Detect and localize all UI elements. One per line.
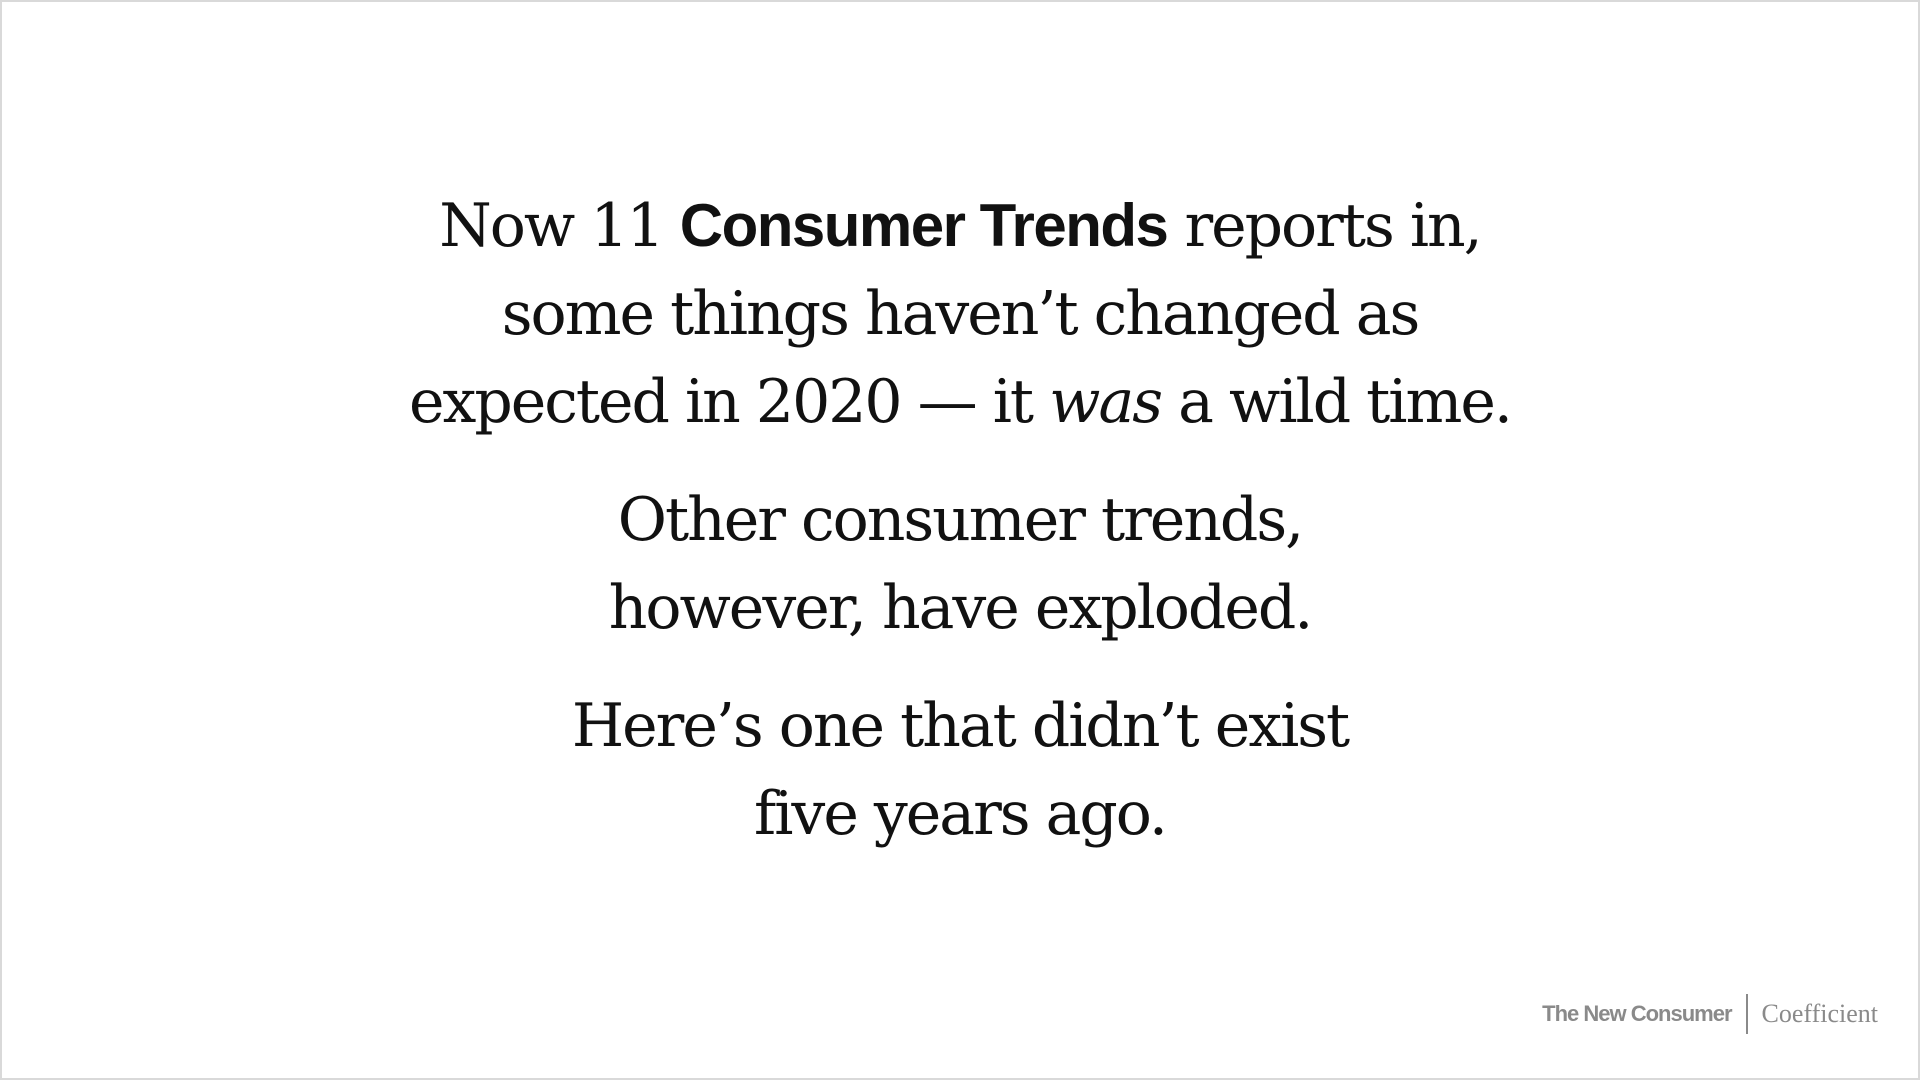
- text-segment: a wild time.: [1161, 367, 1513, 437]
- paragraph-exploded: Other consumer trends, however, have exp…: [2, 476, 1918, 652]
- logo-the-new-consumer: The New Consumer: [1542, 1001, 1732, 1026]
- text-segment: reports in,: [1167, 191, 1482, 261]
- text-line: Now 11 Consumer Trends reports in,: [2, 182, 1918, 270]
- highlight-consumer-trends: Consumer Trends: [679, 192, 1169, 259]
- paragraph-new-trend: Here’s one that didn’t exist five years …: [2, 682, 1918, 858]
- logo-divider: [1745, 994, 1748, 1034]
- text-line: some things haven’t changed as: [501, 279, 1421, 349]
- text-segment: Now 11: [439, 191, 680, 261]
- text-line: expected in 2020 — it was a wild time.: [2, 358, 1918, 446]
- text-line: Here’s one that didn’t exist: [571, 691, 1350, 761]
- text-line: five years ago.: [754, 779, 1168, 849]
- emphasis-was: was: [1049, 367, 1163, 437]
- slide-body: Now 11 Consumer Trends reports in, some …: [2, 182, 1918, 888]
- text-line: Other consumer trends,: [617, 485, 1304, 555]
- text-segment: expected in 2020 — it: [409, 367, 1050, 437]
- paragraph-intro: Now 11 Consumer Trends reports in, some …: [2, 182, 1918, 446]
- logo-coefficient: Coefficient: [1761, 999, 1878, 1028]
- text-line: however, have exploded.: [608, 573, 1314, 643]
- footer-logos: The New Consumer Coefficient: [1542, 994, 1878, 1034]
